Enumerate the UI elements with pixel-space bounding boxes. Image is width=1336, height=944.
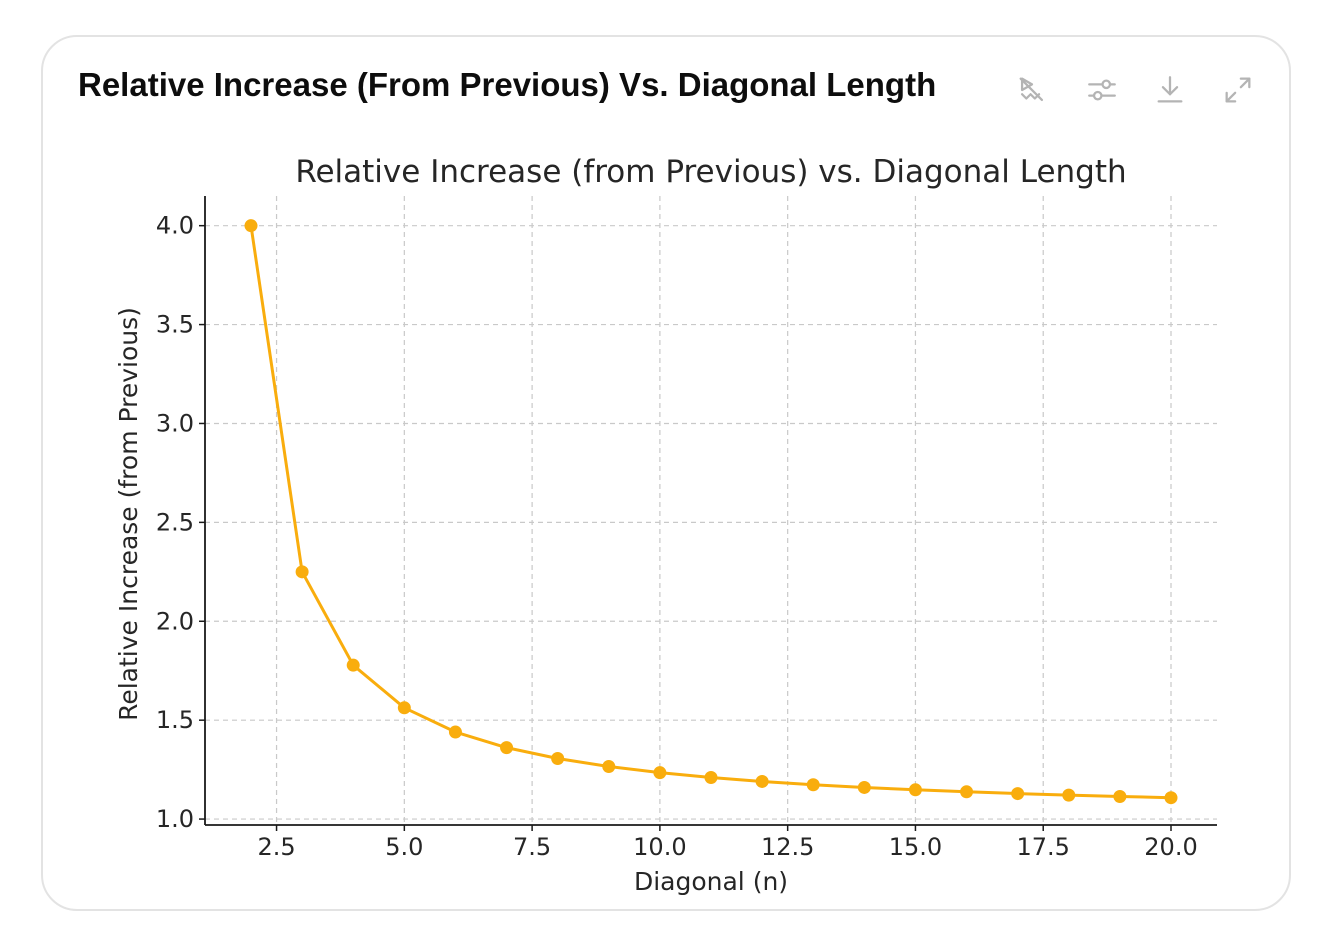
x-axis-ticks: 2.5 5.0 7.5 10.0 12.5 15.0 17.5 20.0 [257, 825, 1198, 861]
data-point [500, 741, 514, 755]
download-icon [1157, 76, 1183, 103]
card-title: Relative Increase (From Previous) Vs. Di… [78, 66, 937, 103]
interactive-toggle-button[interactable] [1010, 70, 1054, 110]
x-tick-label: 17.5 [1017, 833, 1070, 861]
x-tick-label: 10.0 [633, 833, 686, 861]
data-point [857, 780, 871, 794]
data-point [960, 785, 974, 799]
y-tick-label: 3.0 [156, 409, 194, 437]
data-point [704, 771, 718, 785]
data-point [1113, 789, 1127, 803]
x-tick-label: 15.0 [889, 833, 942, 861]
x-axis-label: Diagonal (n) [634, 867, 788, 896]
y-tick-label: 1.0 [156, 805, 194, 833]
x-tick-label: 5.0 [385, 833, 423, 861]
data-point [244, 219, 258, 233]
y-tick-label: 3.5 [156, 311, 194, 339]
data-point [908, 783, 922, 797]
data-point [1164, 791, 1178, 805]
x-tick-label: 2.5 [257, 833, 295, 861]
sliders-icon [1088, 79, 1116, 101]
y-tick-label: 1.5 [156, 706, 194, 734]
x-tick-label: 20.0 [1144, 833, 1197, 861]
chart-title: Relative Increase (from Previous) vs. Di… [295, 154, 1126, 190]
x-tick-label: 12.5 [761, 833, 814, 861]
series [244, 219, 1178, 805]
chart-settings-button[interactable] [1080, 70, 1124, 110]
y-axis-label: Relative Increase (from Previous) [114, 307, 143, 721]
data-point [448, 725, 462, 739]
axes [204, 196, 1217, 826]
data-point [346, 658, 360, 672]
expand-button[interactable] [1216, 70, 1260, 110]
data-point [806, 778, 820, 792]
y-tick-label: 2.5 [156, 508, 194, 536]
data-point [755, 774, 769, 788]
y-tick-label: 2.0 [156, 607, 194, 635]
data-point [653, 766, 667, 780]
data-point [295, 565, 309, 579]
series-line [249, 225, 1172, 800]
data-point [602, 760, 616, 774]
download-button[interactable] [1148, 70, 1192, 110]
chart-sparkle-off-icon [1019, 77, 1044, 102]
data-point [397, 701, 411, 715]
expand-icon [1225, 77, 1251, 103]
data-point [1062, 788, 1076, 802]
y-axis-ticks: 1.0 1.5 2.0 2.5 3.0 3.5 4.0 [156, 212, 205, 833]
grid [205, 196, 1217, 825]
y-tick-label: 4.0 [156, 212, 194, 240]
data-point [1011, 787, 1025, 801]
data-point [551, 752, 565, 766]
chart-card [41, 35, 1291, 911]
x-tick-label: 7.5 [513, 833, 551, 861]
